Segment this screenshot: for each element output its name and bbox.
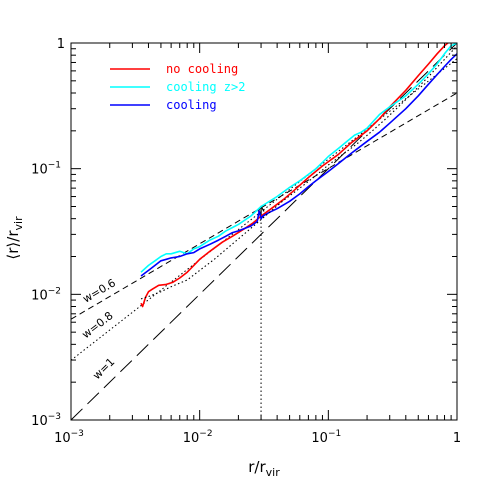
x-tick-label: 1 xyxy=(453,431,461,446)
series-cooling-z-2 xyxy=(140,43,457,273)
reference-lines xyxy=(71,43,457,420)
plot-border xyxy=(70,42,458,421)
reference-line-3 xyxy=(71,43,457,420)
y-tick-label: 10−1 xyxy=(31,161,61,178)
legend: no cooling cooling z>2 cooling xyxy=(110,62,245,112)
legend-label: cooling z>2 xyxy=(166,80,245,94)
legend-label: no cooling xyxy=(166,62,238,76)
x-tick-label: 10−1 xyxy=(311,429,341,446)
y-axis-label: ⟨r⟩/rvir xyxy=(4,216,25,260)
vertical-marker xyxy=(257,205,265,420)
data-series xyxy=(140,43,457,308)
x-axis-label: r/rvir xyxy=(248,458,280,479)
series-dotted-fit xyxy=(140,45,457,300)
reference-line-1 xyxy=(71,92,457,320)
y-tick-label: 1 xyxy=(57,37,65,52)
reference-labels: w=0.6w=0.8w=1 xyxy=(80,276,118,382)
reference-label-1: w=0.6 xyxy=(81,276,118,305)
reference-line-2 xyxy=(71,58,457,361)
series-cooling xyxy=(140,53,457,277)
reference-label-2: w=0.8 xyxy=(80,309,116,341)
x-tick-label: 10−3 xyxy=(54,429,84,446)
legend-label: cooling xyxy=(166,98,217,112)
axis-ticks: 10−3 10−2 10−1 1 10−3 10−2 10−1 1 xyxy=(31,37,461,446)
plot-frame xyxy=(70,42,458,421)
x-tick-label: 10−2 xyxy=(183,429,213,446)
y-tick-label: 10−2 xyxy=(31,286,61,303)
y-tick-label: 10−3 xyxy=(31,412,61,429)
